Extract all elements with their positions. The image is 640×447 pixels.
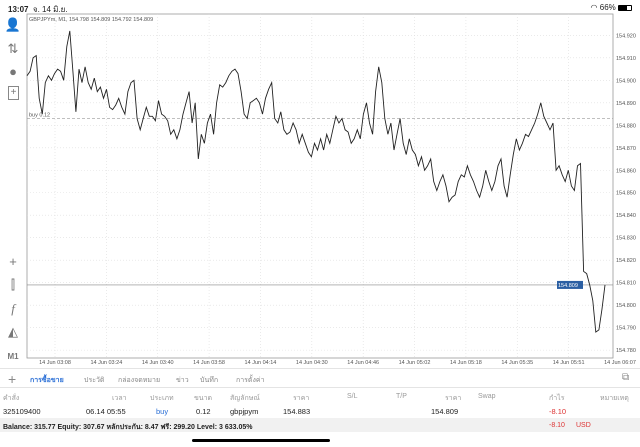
status-bar: 13:07 จ. 14 มิ.ย. ◠ 66% — [0, 0, 640, 14]
time-tick-label: 14 Jun 03:08 — [39, 360, 71, 366]
order-time: 06.14 05:55 — [86, 407, 126, 416]
time-tick-label: 14 Jun 04:30 — [296, 360, 328, 366]
col-time: เวลา — [112, 395, 127, 402]
price-tick-label: 154.920 — [616, 33, 636, 39]
candlestick-icon[interactable]: ⫿ — [10, 277, 16, 292]
function-icon[interactable]: f — [11, 301, 15, 316]
price-tick-label: 154.840 — [616, 213, 636, 219]
trade-arrows-icon[interactable]: ⇅ — [7, 41, 19, 56]
col-sl: S/L — [347, 393, 358, 400]
symbol-info: GBPJPYm, M1, 154.798 154.809 154.792 154… — [29, 17, 153, 23]
price-tick-label: 154.780 — [616, 348, 636, 354]
price-tick-label: 154.810 — [616, 281, 636, 287]
tab-history[interactable]: ประวัติ — [84, 377, 105, 384]
balance-row: Balance: 315.77 Equity: 307.67 หลักประกั… — [0, 418, 640, 432]
account-icon[interactable]: 👤 — [4, 17, 22, 32]
col-type: ประเภท — [150, 395, 174, 402]
price-line — [26, 30, 606, 333]
price-tick-label: 154.860 — [616, 168, 636, 174]
order-open-price: 154.883 — [283, 407, 311, 416]
total-profit: -8.10 — [549, 422, 565, 429]
time-tick-label: 14 Jun 05:18 — [450, 360, 482, 366]
price-tick-label: 154.870 — [616, 146, 636, 152]
tab-trade[interactable]: การซื้อขาย — [30, 377, 64, 384]
price-tick-label: 154.910 — [616, 56, 636, 62]
order-profit: -8.10 — [549, 407, 567, 416]
time-tick-label: 14 Jun 05:02 — [399, 360, 431, 366]
crosshair-icon[interactable]: + — [9, 254, 17, 269]
col-price: ราคา — [445, 395, 462, 402]
current-price-label: 154.809 — [558, 283, 578, 289]
buy-order-label: buy 0.12 — [29, 113, 50, 119]
price-tick-label: 154.900 — [616, 78, 636, 84]
price-tick-label: 154.830 — [616, 236, 636, 242]
balance-summary: Balance: 315.77 Equity: 307.67 หลักประกั… — [3, 424, 253, 431]
price-tick-label: 154.890 — [616, 101, 636, 107]
price-tick-label: 154.790 — [616, 326, 636, 332]
new-document-icon[interactable]: + — [8, 86, 19, 100]
tab-news[interactable]: ข่าว — [176, 377, 189, 384]
col-profit: กำไร — [549, 395, 565, 402]
terminal-tabs: + การซื้อขาย ประวัติ กล่องจดหมาย ข่าว บั… — [0, 368, 640, 388]
time-tick-label: 14 Jun 04:14 — [245, 360, 277, 366]
order-size: 0.12 — [196, 407, 211, 416]
currency: USD — [576, 422, 591, 429]
time-tick-label: 14 Jun 03:40 — [142, 360, 174, 366]
price-chart[interactable]: 154.920 154.910 154.900 154.890 154.880 154.8… — [0, 0, 640, 368]
order-type: buy — [156, 407, 169, 416]
plot-frame — [26, 13, 614, 359]
current-price-box — [557, 280, 583, 289]
col-symbol: สัญลักษณ์ — [230, 395, 260, 402]
tab-settings[interactable]: การตั้งค่า — [236, 377, 265, 384]
col-order: คำสั่ง — [3, 395, 20, 402]
price-tick-label: 154.850 — [616, 191, 636, 197]
time-tick-label: 14 Jun 05:51 — [553, 360, 585, 366]
col-open-price: ราคา — [293, 395, 310, 402]
battery-icon — [618, 4, 632, 11]
col-tp: T/P — [396, 393, 407, 400]
order-symbol: gbpjpym — [230, 407, 259, 416]
table-header: คำสั่ง เวลา ประเภท ขนาด สัญลักษณ์ ราคา S… — [0, 389, 640, 403]
home-indicator — [192, 439, 330, 442]
tab-mailbox[interactable]: กล่องจดหมาย — [118, 377, 161, 384]
timeframe-button[interactable]: M1 — [7, 352, 19, 361]
objects-icon[interactable]: ◭ — [8, 324, 18, 339]
col-size: ขนาด — [194, 395, 213, 402]
time-tick-label: 14 Jun 03:24 — [90, 360, 122, 366]
status-right: ◠ 66% — [591, 3, 632, 12]
layout-icon[interactable]: ⧉ — [622, 372, 630, 383]
price-tick-label: 154.820 — [616, 258, 636, 264]
price-tick-label: 154.880 — [616, 123, 636, 129]
chart-toolbar: 👤 ⇅ ● + + ⫿ f ◭ M1 — [0, 14, 26, 364]
col-comment: หมายเหตุ — [600, 395, 629, 402]
time-tick-label: 14 Jun 06:07 — [604, 360, 636, 366]
chat-icon[interactable]: ● — [9, 64, 17, 79]
time-tick-label: 14 Jun 05:35 — [501, 360, 533, 366]
status-time: 13:07 จ. 14 มิ.ย. — [8, 5, 68, 14]
col-swap: Swap — [478, 393, 496, 400]
wifi-icon: ◠ — [590, 3, 598, 12]
add-icon[interactable]: + — [8, 371, 17, 387]
table-row[interactable]: 325109400 06.14 05:55 buy 0.12 gbpjpym 1… — [0, 403, 640, 418]
order-id: 325109400 — [3, 407, 41, 416]
tab-journal[interactable]: บันทึก — [200, 377, 219, 384]
price-tick-label: 154.800 — [616, 303, 636, 309]
order-current-price: 154.809 — [431, 407, 459, 416]
time-tick-label: 14 Jun 04:46 — [347, 360, 379, 366]
time-tick-label: 14 Jun 03:58 — [193, 360, 225, 366]
